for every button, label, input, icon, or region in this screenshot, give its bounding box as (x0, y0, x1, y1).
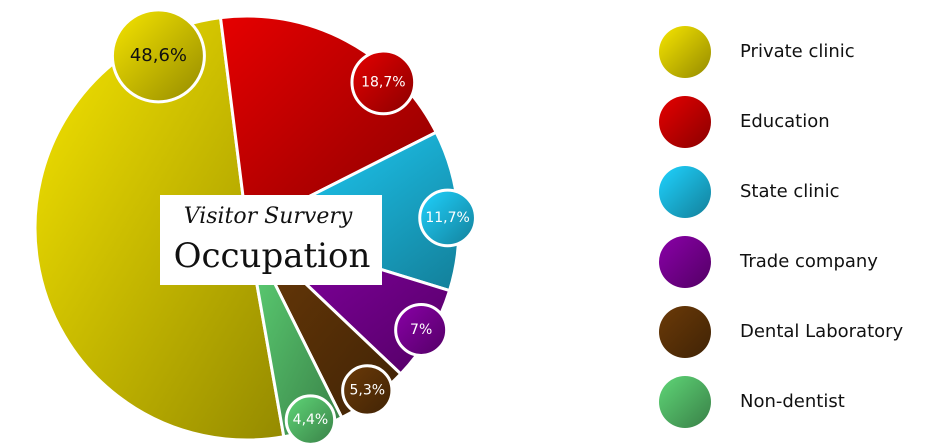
legend-label: Education (740, 111, 830, 132)
legend-label: State clinic (740, 181, 840, 202)
value-bubble (394, 302, 449, 357)
legend-swatch (659, 376, 711, 428)
legend-label: Non-dentist (740, 391, 845, 412)
value-label: 18,7% (361, 74, 405, 90)
legend-label: Trade company (739, 251, 878, 272)
chart-subtitle: Visitor Survery (184, 204, 353, 229)
value-label: 4,4% (293, 412, 329, 428)
legend: Private clinic Education State clinic Trade… (659, 26, 904, 428)
value-bubble (284, 394, 337, 446)
legend-swatch (659, 26, 711, 78)
value-bubble (341, 364, 394, 417)
value-bubble (110, 8, 206, 104)
chart-title: Occupation (174, 236, 371, 276)
center-box (160, 195, 382, 285)
legend-label: Private clinic (740, 41, 855, 62)
value-label: 11,7% (425, 210, 469, 226)
legend-swatch (659, 96, 711, 148)
legend-swatch (659, 236, 711, 288)
value-bubble (418, 188, 477, 248)
value-label: 48,6% (130, 45, 187, 66)
legend-swatch (659, 166, 711, 218)
value-label: 5,3% (350, 382, 386, 398)
legend-label: Dental Laboratory (740, 321, 904, 342)
value-bubble (350, 49, 417, 116)
value-label: 7% (410, 322, 432, 338)
legend-swatch (659, 306, 711, 358)
